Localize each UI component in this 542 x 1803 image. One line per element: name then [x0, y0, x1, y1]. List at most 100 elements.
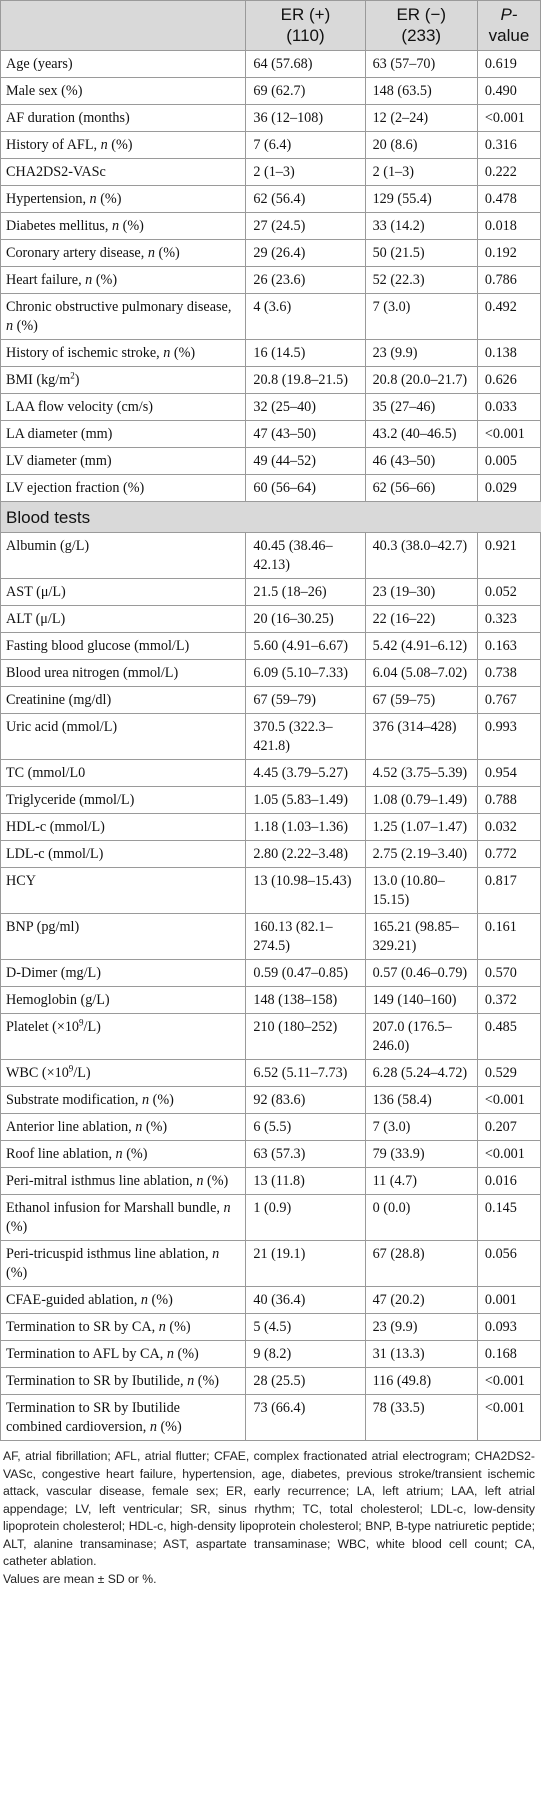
row-label: History of ischemic stroke, n (%) [0, 339, 247, 367]
value-er-positive: 36 (12–108) [245, 104, 366, 132]
table-container: ER (+) (110) ER (−) (233) P-value Age (yea… [0, 0, 542, 1586]
value-er-positive: 69 (62.7) [245, 77, 366, 105]
value-er-positive: 47 (43–50) [245, 420, 366, 448]
value-er-negative: 78 (33.5) [364, 1394, 478, 1441]
p-value: <0.001 [476, 1086, 542, 1114]
value-er-negative: 165.21 (98.85–329.21) [364, 913, 478, 960]
row-label: LV diameter (mm) [0, 447, 247, 475]
row-label: BNP (pg/ml) [0, 913, 247, 960]
value-er-positive: 2 (1–3) [245, 158, 366, 186]
row-label: Roof line ablation, n (%) [0, 1140, 247, 1168]
table-row: LV ejection fraction (%) 60 (56–64) 62 (56… [0, 474, 542, 502]
value-er-positive: 0.59 (0.47–0.85) [245, 959, 366, 987]
table-row: History of ischemic stroke, n (%) 16 (14.… [0, 339, 542, 367]
row-label: Termination to SR by Ibutilide combined … [0, 1394, 247, 1441]
row-label: LDL-c (mmol/L) [0, 840, 247, 868]
value-er-negative: 20.8 (20.0–21.7) [364, 366, 478, 394]
table-row: Age (years) 64 (57.68) 63 (57–70) 0.619 [0, 50, 542, 78]
value-er-negative: 7 (3.0) [364, 293, 478, 340]
table-row: Coronary artery disease, n (%) 29 (26.4) 5… [0, 239, 542, 267]
p-value: 0.316 [476, 131, 542, 159]
p-value: 0.529 [476, 1059, 542, 1087]
p-value: 0.168 [476, 1340, 542, 1368]
row-label: AST (μ/L) [0, 578, 247, 606]
value-er-negative: 63 (57–70) [364, 50, 478, 78]
value-er-negative: 31 (13.3) [364, 1340, 478, 1368]
header-p-value: P-value [476, 0, 542, 51]
value-er-positive: 210 (180–252) [245, 1013, 366, 1060]
header-variable [0, 0, 247, 51]
p-value: 0.490 [476, 77, 542, 105]
value-er-positive: 4 (3.6) [245, 293, 366, 340]
p-value: 0.163 [476, 632, 542, 660]
value-er-negative: 22 (16–22) [364, 605, 478, 633]
row-label: CHA2DS2-VASc [0, 158, 247, 186]
value-er-negative: 2 (1–3) [364, 158, 478, 186]
table-row: D-Dimer (mg/L) 0.59 (0.47–0.85) 0.57 (0.46… [0, 959, 542, 987]
value-er-negative: 12 (2–24) [364, 104, 478, 132]
table-row: Albumin (g/L) 40.45 (38.46–42.13) 40.3 (38… [0, 532, 542, 579]
row-label: D-Dimer (mg/L) [0, 959, 247, 987]
p-value: 0.018 [476, 212, 542, 240]
header-er-positive: ER (+) (110) [245, 0, 366, 51]
section-row-blood-tests: Blood tests [0, 501, 541, 533]
table-row: LA diameter (mm) 47 (43–50) 43.2 (40–46.5)… [0, 420, 542, 448]
table-row: Termination to AFL by CA, n (%) 9 (8.2) 31… [0, 1340, 542, 1368]
p-value: 0.052 [476, 578, 542, 606]
value-er-positive: 21.5 (18–26) [245, 578, 366, 606]
value-er-positive: 63 (57.3) [245, 1140, 366, 1168]
value-er-negative: 0.57 (0.46–0.79) [364, 959, 478, 987]
row-label: BMI (kg/m2) [0, 366, 247, 394]
p-value: 0.056 [476, 1240, 542, 1287]
value-er-positive: 160.13 (82.1–274.5) [245, 913, 366, 960]
value-er-positive: 21 (19.1) [245, 1240, 366, 1287]
table-row: HCY 13 (10.98–15.43) 13.0 (10.80–15.15) 0.8… [0, 867, 542, 914]
p-value: 0.161 [476, 913, 542, 960]
value-er-positive: 1 (0.9) [245, 1194, 366, 1241]
table-row: Ethanol infusion for Marshall bundle, n … [0, 1194, 542, 1241]
table-row: LAA flow velocity (cm/s) 32 (25–40) 35 (27… [0, 393, 542, 421]
p-value: 0.954 [476, 759, 542, 787]
value-er-positive: 40.45 (38.46–42.13) [245, 532, 366, 579]
row-label: Albumin (g/L) [0, 532, 247, 579]
table-row: Termination to SR by CA, n (%) 5 (4.5) 23 … [0, 1313, 542, 1341]
p-value: <0.001 [476, 420, 542, 448]
value-er-positive: 27 (24.5) [245, 212, 366, 240]
p-value: 0.138 [476, 339, 542, 367]
value-er-positive: 13 (11.8) [245, 1167, 366, 1195]
p-value: 0.033 [476, 393, 542, 421]
table-row: Peri-mitral isthmus line ablation, n (%)… [0, 1167, 542, 1195]
value-er-positive: 5 (4.5) [245, 1313, 366, 1341]
row-label: Termination to SR by Ibutilide, n (%) [0, 1367, 247, 1395]
value-er-negative: 47 (20.2) [364, 1286, 478, 1314]
table-row: WBC (×109/L) 6.52 (5.11–7.73) 6.28 (5.24–4… [0, 1059, 542, 1087]
p-value: 0.005 [476, 447, 542, 475]
p-value: 0.478 [476, 185, 542, 213]
row-label: Ethanol infusion for Marshall bundle, n … [0, 1194, 247, 1241]
value-er-negative: 0 (0.0) [364, 1194, 478, 1241]
value-er-positive: 92 (83.6) [245, 1086, 366, 1114]
p-value: 0.788 [476, 786, 542, 814]
table-row: Uric acid (mmol/L) 370.5 (322.3–421.8) 376… [0, 713, 542, 760]
row-label: Peri-mitral isthmus line ablation, n (%) [0, 1167, 247, 1195]
value-er-positive: 6.52 (5.11–7.73) [245, 1059, 366, 1087]
row-label: Diabetes mellitus, n (%) [0, 212, 247, 240]
value-er-negative: 62 (56–66) [364, 474, 478, 502]
p-value: <0.001 [476, 1140, 542, 1168]
p-value: <0.001 [476, 1394, 542, 1441]
row-label: Uric acid (mmol/L) [0, 713, 247, 760]
p-value: 0.016 [476, 1167, 542, 1195]
value-er-negative: 23 (9.9) [364, 339, 478, 367]
value-er-positive: 29 (26.4) [245, 239, 366, 267]
value-er-positive: 67 (59–79) [245, 686, 366, 714]
baseline-characteristics-table: ER (+) (110) ER (−) (233) P-value Age (yea… [0, 0, 542, 1441]
value-er-positive: 64 (57.68) [245, 50, 366, 78]
table-row: Termination to SR by Ibutilide combined … [0, 1394, 542, 1441]
p-value: 0.001 [476, 1286, 542, 1314]
table-row: AST (μ/L) 21.5 (18–26) 23 (19–30) 0.052 [0, 578, 542, 606]
row-label: Age (years) [0, 50, 247, 78]
value-er-positive: 1.05 (5.83–1.49) [245, 786, 366, 814]
table-row: AF duration (months) 36 (12–108) 12 (2–24)… [0, 104, 542, 132]
table-row: Peri-tricuspid isthmus line ablation, n … [0, 1240, 542, 1287]
row-label: Termination to AFL by CA, n (%) [0, 1340, 247, 1368]
